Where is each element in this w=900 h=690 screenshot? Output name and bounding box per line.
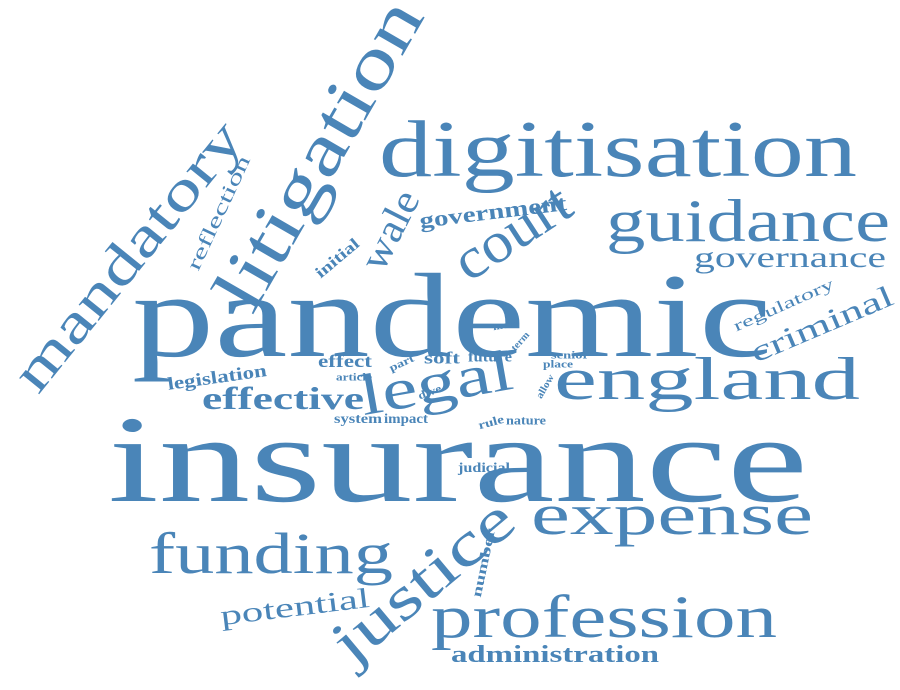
word-place: place bbox=[543, 358, 573, 371]
word-governance: governance bbox=[694, 241, 886, 274]
word-senior: senior bbox=[551, 349, 589, 362]
word-judicial: judicial bbox=[458, 461, 510, 476]
word-soft: soft bbox=[424, 348, 460, 368]
word-system: system bbox=[334, 412, 382, 427]
word-england: england bbox=[554, 346, 860, 412]
word-effective: effective bbox=[202, 380, 364, 416]
word-future: future bbox=[468, 349, 512, 366]
word-funding: funding bbox=[149, 521, 393, 586]
word-digitisation: digitisation bbox=[379, 106, 857, 194]
word-nature: nature bbox=[506, 412, 546, 428]
word-expense: expense bbox=[531, 482, 813, 547]
word-effect: effect bbox=[318, 351, 372, 371]
word-pandemic: pandemic bbox=[132, 249, 772, 382]
word-impact: impact bbox=[384, 412, 428, 427]
word-profession: profession bbox=[431, 584, 777, 650]
word-guidance: guidance bbox=[606, 188, 890, 254]
word-insurance: insurance bbox=[108, 391, 808, 528]
word-administration: administration bbox=[451, 642, 659, 668]
word-article: article bbox=[336, 371, 372, 384]
